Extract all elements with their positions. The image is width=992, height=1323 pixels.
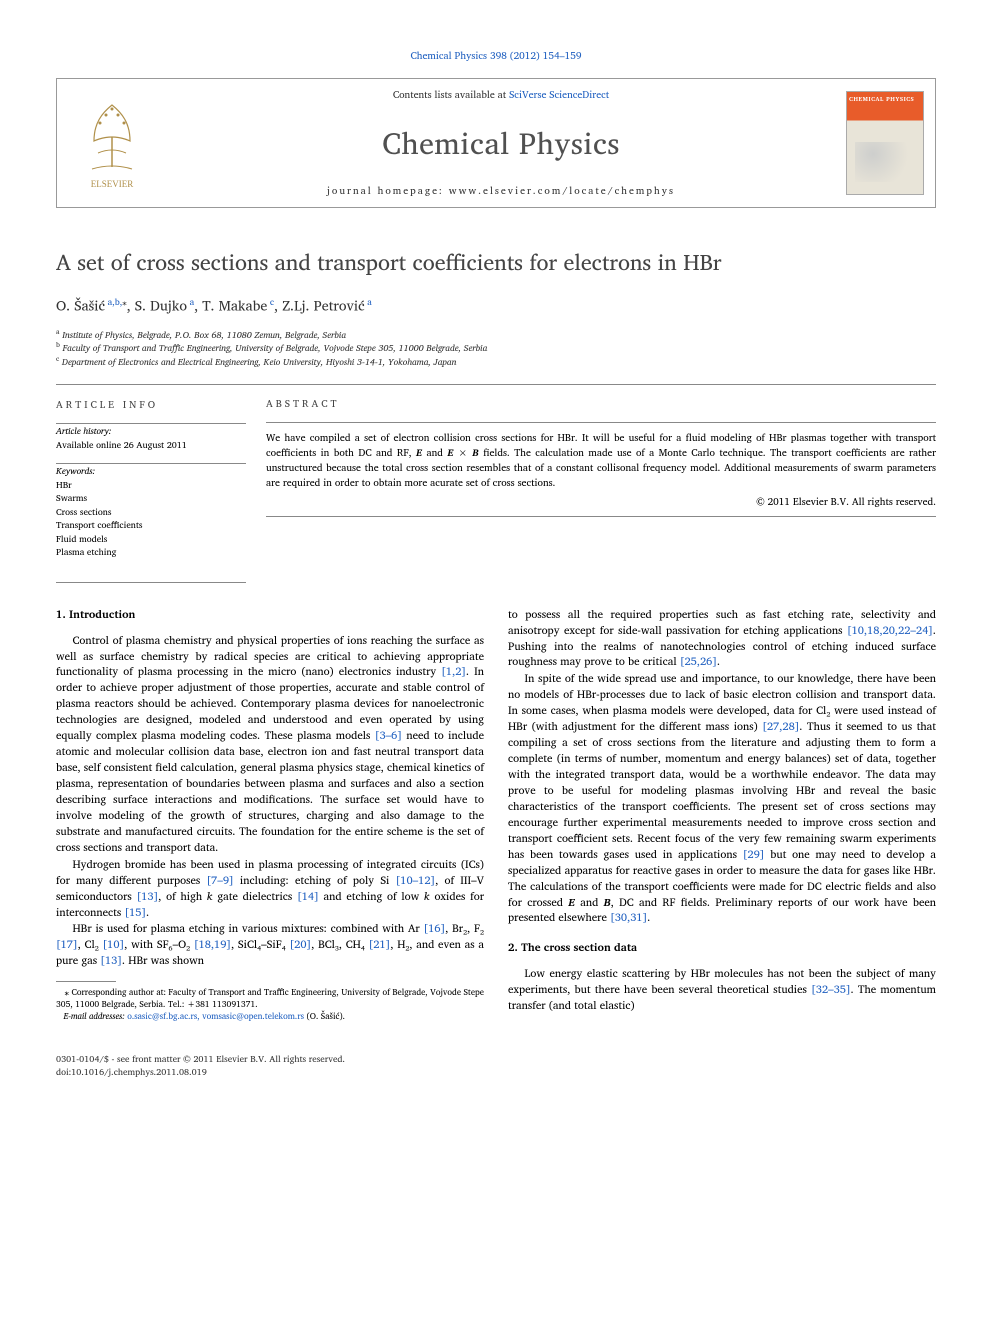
ref-link[interactable]: [1,2] xyxy=(441,662,466,680)
author-aff-sup: a xyxy=(365,294,372,309)
ref-link[interactable]: [32–35] xyxy=(811,980,851,998)
ref-link[interactable]: [18,19] xyxy=(194,935,231,953)
body-paragraph: Hydrogen bromide has been used in plasma… xyxy=(56,857,484,921)
abstract-copyright: © 2011 Elsevier B.V. All rights reserved… xyxy=(266,495,936,510)
author-aff-sup: a,b, xyxy=(105,294,122,309)
keywords-label: Keywords: xyxy=(56,464,246,478)
author-aff-sup: a xyxy=(187,294,194,309)
abstract-block: ABSTRACT We have compiled a set of elect… xyxy=(266,397,936,571)
abstract-heading: ABSTRACT xyxy=(266,397,936,412)
journal-ref-link[interactable]: Chemical Physics 398 (2012) 154–159 xyxy=(410,48,581,64)
section-heading-1: 1. Introduction xyxy=(56,607,484,623)
body-paragraph: In spite of the wide spread use and impo… xyxy=(508,671,936,926)
ref-link[interactable]: [21] xyxy=(369,935,391,953)
article-info-heading: ARTICLE INFO xyxy=(56,397,246,413)
keyword: Plasma etching xyxy=(56,545,246,559)
author-aff-sup: c xyxy=(267,294,274,309)
affiliations: a Institute of Physics, Belgrade, P.O. B… xyxy=(56,328,936,369)
footnote-rule xyxy=(56,981,116,982)
ref-link[interactable]: [20] xyxy=(290,935,312,953)
body-paragraph: to possess all the required properties s… xyxy=(508,607,936,671)
email-link[interactable]: o.sasic@sf.bg.ac.rs, vomsasic@open.telek… xyxy=(127,1009,304,1023)
elsevier-tree-icon: ELSEVIER xyxy=(72,93,152,193)
ref-link[interactable]: [30,31] xyxy=(610,908,647,926)
sciencedirect-link[interactable]: SciVerse ScienceDirect xyxy=(509,87,609,103)
keyword: HBr xyxy=(56,478,246,492)
ref-link[interactable]: [27,28] xyxy=(762,717,799,735)
keyword: Transport coefficients xyxy=(56,518,246,532)
ref-link[interactable]: [17] xyxy=(56,935,78,953)
article-history-text: Available online 26 August 2011 xyxy=(56,438,246,452)
article-title: A set of cross sections and transport co… xyxy=(56,244,936,280)
journal-header-bar: ELSEVIER Contents lists available at Sci… xyxy=(56,78,936,208)
ref-link[interactable]: [16] xyxy=(424,919,446,937)
corresponding-star-icon: ⁎ xyxy=(122,294,127,309)
body-paragraph: HBr is used for plasma etching in variou… xyxy=(56,921,484,969)
author-list: O. Šašić a,b,⁎, S. Dujko a, T. Makabe c,… xyxy=(56,294,936,318)
article-history-label: Article history: xyxy=(56,424,246,438)
keyword: Swarms xyxy=(56,491,246,505)
ref-link[interactable]: [25,26] xyxy=(680,652,717,670)
publisher-logo: ELSEVIER xyxy=(57,79,167,207)
doi-line: doi:10.1016/j.chemphys.2011.08.019 xyxy=(56,1066,936,1079)
ref-link[interactable]: [14] xyxy=(297,887,319,905)
article-info-sidebar: ARTICLE INFO Article history: Available … xyxy=(56,397,246,571)
ref-link[interactable]: [3–6] xyxy=(375,726,402,744)
svg-text:ELSEVIER: ELSEVIER xyxy=(91,179,134,189)
ref-link[interactable]: [15] xyxy=(124,903,146,921)
ref-link[interactable]: [10,18,20,22–24] xyxy=(847,621,933,639)
section-heading-2: 2. The cross section data xyxy=(508,940,936,956)
body-paragraph: Low energy elastic scattering by HBr mol… xyxy=(508,966,936,1014)
journal-ref-header: Chemical Physics 398 (2012) 154–159 xyxy=(56,48,936,64)
ref-link[interactable]: [29] xyxy=(743,845,765,863)
keyword: Cross sections xyxy=(56,505,246,519)
page-footer: 0301-0104/$ - see front matter © 2011 El… xyxy=(56,1053,936,1078)
corresponding-author-footnote: ⁎ Corresponding author at: Faculty of Tr… xyxy=(56,986,484,1023)
body-paragraph: Control of plasma chemistry and physical… xyxy=(56,633,484,856)
journal-title: Chemical Physics xyxy=(382,119,620,168)
contents-available-line: Contents lists available at SciVerse Sci… xyxy=(393,87,609,103)
journal-homepage-url[interactable]: www.elsevier.com/locate/chemphys xyxy=(449,183,675,199)
journal-cover-thumbnail: CHEMICAL PHYSICS xyxy=(846,91,924,195)
journal-homepage-line: journal homepage: www.elsevier.com/locat… xyxy=(327,183,675,199)
keyword: Fluid models xyxy=(56,532,246,546)
ref-link[interactable]: [13] xyxy=(100,951,122,969)
